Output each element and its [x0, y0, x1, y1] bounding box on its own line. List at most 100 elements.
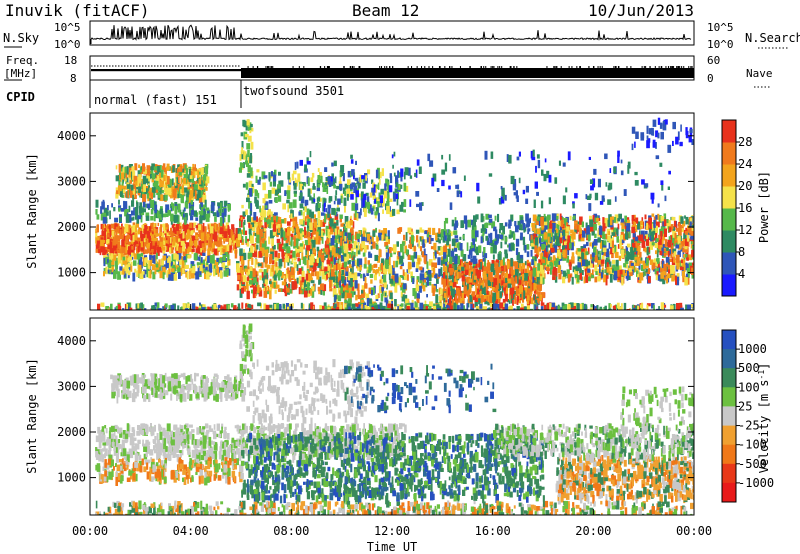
heatmap-cell [140, 233, 143, 238]
heatmap-cell [155, 263, 159, 268]
heatmap-cell [311, 197, 315, 204]
heatmap-cell [143, 240, 146, 247]
freq-spike [349, 66, 351, 68]
heatmap-cell [339, 216, 342, 223]
heatmap-cell [369, 204, 372, 212]
freq-spike [553, 66, 555, 68]
heatmap-cell [517, 296, 519, 302]
heatmap-cell [200, 257, 203, 263]
freq-spike [432, 66, 434, 68]
freq-spike [265, 66, 267, 68]
heatmap-cell [450, 250, 455, 259]
heatmap-cell [195, 235, 199, 239]
heatmap-cell [329, 218, 334, 227]
heatmap-cell [410, 271, 413, 279]
heatmap-cell [278, 217, 282, 222]
heatmap-cell [381, 168, 384, 177]
heatmap-cell [427, 270, 432, 276]
freq-spike [485, 66, 487, 68]
heatmap-cell [507, 283, 512, 288]
heatmap-cell [467, 219, 472, 228]
heatmap-cell [306, 208, 310, 215]
heatmap-cell [450, 231, 453, 237]
heatmap-cell [142, 175, 146, 185]
heatmap-cell [125, 173, 128, 179]
heatmap-cell [107, 244, 112, 249]
heatmap-cell [428, 281, 432, 286]
freq-spike [576, 66, 578, 68]
heatmap-cell [136, 249, 139, 258]
heatmap-cell [144, 249, 149, 254]
freq-spike [516, 66, 518, 68]
heatmap-cell [154, 187, 158, 192]
heatmap-cell [245, 266, 247, 271]
heatmap-cell [440, 288, 444, 295]
heatmap-cell [442, 257, 446, 265]
heatmap-cell [329, 251, 332, 258]
freq-spike [691, 66, 693, 68]
heatmap-cell [359, 182, 361, 189]
heatmap-cell [528, 272, 531, 277]
heatmap-cell [524, 245, 527, 253]
heatmap-cell [249, 266, 253, 271]
heatmap-cell [113, 207, 116, 212]
heatmap-cell [148, 226, 152, 232]
heatmap-cell [454, 242, 458, 248]
heatmap-cell [137, 190, 141, 196]
heatmap-cell [490, 271, 493, 277]
heatmap-cell [104, 229, 107, 236]
freq-spike [351, 66, 353, 68]
heatmap-cell [139, 194, 141, 198]
heatmap-cell [281, 246, 286, 251]
heatmap-cell [265, 287, 268, 291]
heatmap-cell [185, 168, 189, 177]
heatmap-cell [453, 275, 457, 280]
freq-spike [379, 66, 381, 68]
heatmap-cell [433, 253, 436, 261]
heatmap-cell [113, 270, 117, 279]
heatmap-cell [106, 209, 109, 214]
heatmap-cell [148, 235, 151, 243]
heatmap-cell [383, 274, 387, 283]
heatmap-cell [344, 265, 347, 270]
freq-spike [492, 66, 494, 68]
heatmap-cell [274, 169, 277, 176]
nsky-tick-low: 10^0 [54, 38, 81, 51]
heatmap-cell [192, 222, 197, 226]
heatmap-cell [401, 201, 404, 208]
heatmap-cell [443, 292, 447, 301]
heatmap-cell [256, 234, 260, 244]
heatmap-cell [374, 274, 377, 281]
heatmap-cell [199, 204, 202, 209]
freq-spike [252, 66, 254, 68]
heatmap-cell [443, 252, 447, 259]
heatmap-cell [331, 243, 335, 248]
heatmap-cell [384, 242, 389, 247]
heatmap-cell [270, 216, 275, 223]
heatmap-cell [100, 206, 103, 214]
heatmap-cell [350, 274, 355, 281]
heatmap-cell [349, 219, 354, 226]
heatmap-cell [574, 269, 578, 275]
heatmap-cell [468, 260, 473, 266]
heatmap-cell [108, 252, 111, 261]
heatmap-cell [372, 194, 376, 201]
heatmap-cell [570, 229, 574, 234]
heatmap-cell [202, 259, 205, 268]
heatmap-cell [217, 226, 221, 234]
heatmap-cell [526, 297, 530, 305]
heatmap-cell [363, 207, 367, 213]
heatmap-cell [186, 180, 189, 184]
heatmap-cell [322, 183, 327, 192]
heatmap-cell [538, 284, 542, 291]
heatmap-cell [562, 235, 567, 241]
heatmap-cell [245, 236, 248, 244]
heatmap-cell [120, 164, 124, 169]
heatmap-cell [286, 190, 291, 200]
heatmap-cell [106, 224, 110, 232]
heatmap-cell [195, 271, 200, 280]
heatmap-cell [410, 235, 414, 244]
heatmap-cell [368, 263, 372, 272]
heatmap-cell [243, 219, 246, 225]
heatmap-cell [410, 231, 414, 238]
